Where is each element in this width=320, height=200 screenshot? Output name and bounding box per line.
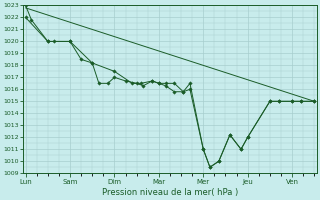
X-axis label: Pression niveau de la mer( hPa ): Pression niveau de la mer( hPa ) <box>102 188 238 197</box>
